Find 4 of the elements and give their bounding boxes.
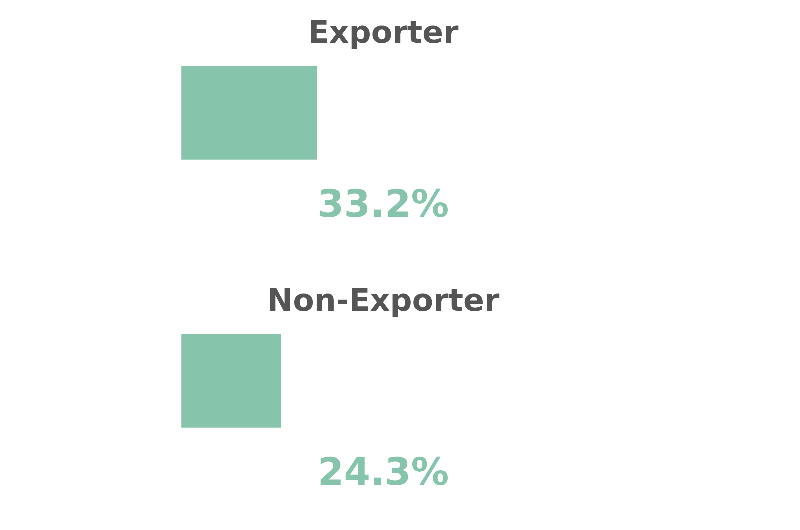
y-tick-label: Exporter bbox=[311, 20, 459, 50]
data-label: 24.3% bbox=[320, 456, 448, 486]
data-label: 33.2% bbox=[320, 188, 448, 218]
y-tick-label: Non-Exporter bbox=[270, 288, 500, 318]
